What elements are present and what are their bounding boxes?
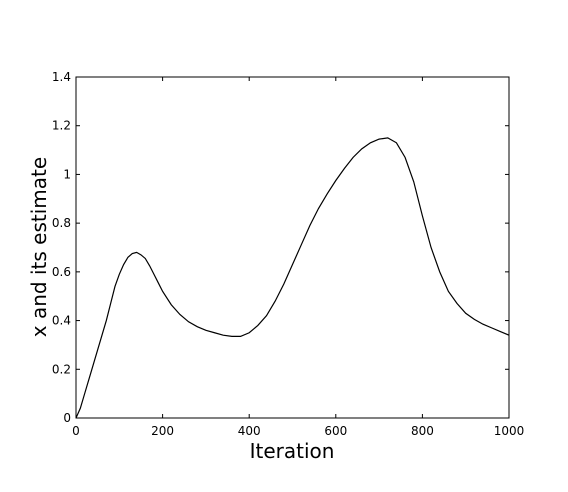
x-tick-label: 200 <box>151 424 174 438</box>
x-tick-label: 1000 <box>494 424 525 438</box>
axis-tick-labels: 0 200 400 600 800 1000 0 0.2 0.4 0.6 0.8 1 1.2 1.4 <box>52 70 524 438</box>
axis-ticks <box>75 76 510 419</box>
y-tick-label: 0.6 <box>52 265 71 279</box>
x-tick-label: 600 <box>324 424 347 438</box>
x-tick-label: 0 <box>72 424 80 438</box>
y-tick-label: 0.2 <box>52 362 71 376</box>
y-tick-label: 0.8 <box>52 216 71 230</box>
y-axis-title: x and its estimate <box>27 157 51 337</box>
x-tick-label: 800 <box>411 424 434 438</box>
y-tick-label: 1.2 <box>52 119 71 133</box>
y-tick-label: 1 <box>63 167 71 181</box>
y-tick-label: 1.4 <box>52 70 71 84</box>
series-line <box>75 137 510 419</box>
x-tick-label: 400 <box>238 424 261 438</box>
y-tick-label: 0 <box>63 411 71 425</box>
y-tick-label: 0.4 <box>52 314 71 328</box>
plot-frame <box>75 76 510 419</box>
x-axis-title: Iteration <box>250 439 335 463</box>
